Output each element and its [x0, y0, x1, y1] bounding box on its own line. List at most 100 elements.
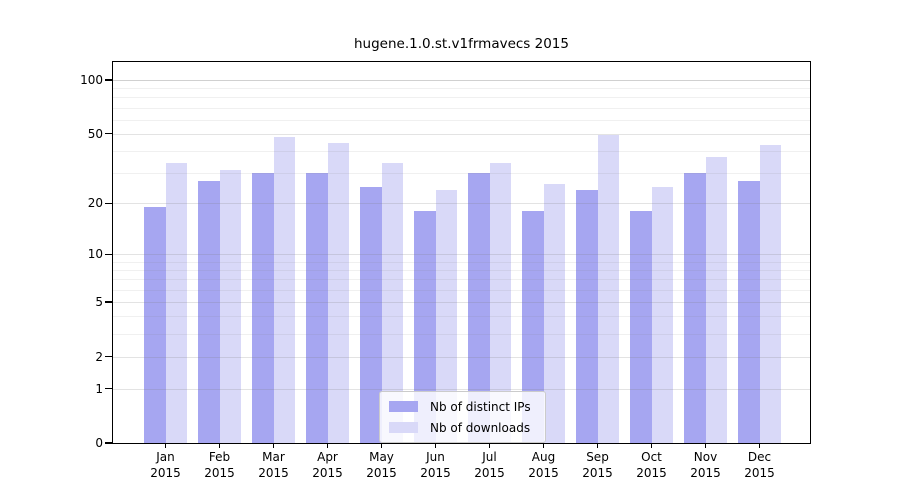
x-tick-label-jun: Jun 2015: [404, 450, 468, 481]
bar-downloads-may: [381, 163, 403, 443]
x-label-month: Jan: [156, 450, 175, 464]
x-label-year: 2015: [582, 465, 613, 480]
x-tick-jul: [488, 443, 491, 448]
bar-downloads-dec: [759, 145, 781, 443]
gridline-40: [113, 150, 810, 152]
y-tick-label-100: 100: [80, 72, 103, 87]
x-tick-label-may: May 2015: [350, 450, 414, 481]
y-tick-2: [105, 355, 112, 358]
x-tick-apr: [326, 443, 329, 448]
x-label-year: 2015: [474, 465, 505, 480]
bar-ips-jun: [414, 211, 436, 443]
bar-downloads-mar: [273, 136, 295, 443]
x-tick-label-mar: Mar 2015: [242, 450, 306, 481]
bar-downloads-feb: [219, 170, 241, 443]
x-tick-label-jan: Jan 2015: [134, 450, 198, 481]
x-tick-label-nov: Nov 2015: [674, 450, 738, 481]
x-tick-jan: [164, 443, 167, 448]
bar-ips-oct: [630, 211, 652, 443]
bar-ips-dec: [738, 180, 760, 443]
y-tick-label-10: 10: [87, 247, 103, 262]
x-label-month: Jun: [426, 450, 445, 464]
bar-ips-jan: [144, 207, 166, 443]
x-tick-dec: [758, 443, 761, 448]
legend-swatch-downloads: [389, 422, 418, 433]
gridline-100: [113, 79, 810, 81]
y-tick-10: [105, 253, 112, 255]
x-tick-label-apr: Apr 2015: [296, 450, 360, 481]
x-label-month: Aug: [531, 450, 556, 464]
x-tick-label-feb: Feb 2015: [188, 450, 252, 481]
x-label-month: Nov: [693, 450, 718, 464]
y-tick-label-20: 20: [87, 196, 103, 211]
bar-ips-apr: [306, 172, 328, 443]
bar-downloads-oct: [651, 186, 673, 443]
x-label-month: Mar: [262, 450, 285, 464]
legend-label-downloads: Nb of downloads: [430, 420, 531, 435]
x-label-year: 2015: [528, 465, 559, 480]
legend-item-distinct-ips: Nb of distinct IPs: [389, 398, 531, 415]
y-tick-100: [105, 79, 112, 81]
y-tick-0: [105, 442, 112, 444]
x-tick-label-sep: Sep 2015: [566, 450, 630, 481]
bar-ips-jul: [468, 172, 490, 443]
x-tick-oct: [650, 443, 653, 448]
bar-downloads-jun: [435, 189, 457, 443]
x-label-year: 2015: [204, 465, 235, 480]
x-label-year: 2015: [366, 465, 397, 480]
gridline-60: [113, 119, 810, 121]
bar-downloads-apr: [327, 143, 349, 443]
bar-ips-may: [360, 186, 382, 443]
y-tick-label-1: 1: [95, 381, 103, 396]
x-tick-label-aug: Aug 2015: [512, 450, 576, 481]
legend-label-distinct-ips: Nb of distinct IPs: [430, 399, 531, 414]
x-tick-label-oct: Oct 2015: [620, 450, 684, 481]
x-tick-label-jul: Jul 2015: [458, 450, 522, 481]
x-tick-may: [380, 443, 383, 448]
x-tick-aug: [542, 443, 545, 448]
bar-ips-feb: [198, 180, 220, 443]
y-tick-20: [105, 202, 112, 205]
legend-item-downloads: Nb of downloads: [389, 419, 531, 436]
y-tick-1: [105, 387, 112, 390]
x-label-month: Jul: [482, 450, 497, 464]
x-tick-nov: [704, 443, 707, 448]
gridline-50: [113, 133, 810, 135]
y-tick-5: [105, 301, 112, 303]
bar-downloads-nov: [705, 156, 727, 443]
legend: Nb of distinct IPs Nb of downloads: [379, 391, 546, 443]
y-tick-50: [105, 132, 112, 135]
x-label-year: 2015: [636, 465, 667, 480]
legend-swatch-distinct-ips: [389, 401, 418, 412]
gridline-70: [113, 107, 810, 109]
chart-title: hugene.1.0.st.v1frmavecs 2015: [354, 36, 569, 52]
bar-ips-nov: [684, 172, 706, 443]
gridline-90: [113, 88, 810, 89]
bar-downloads-aug: [543, 183, 565, 443]
bar-ips-mar: [252, 172, 274, 443]
x-label-year: 2015: [258, 465, 289, 480]
x-label-year: 2015: [312, 465, 343, 480]
plot-area: [112, 61, 811, 444]
x-tick-jun: [434, 443, 437, 448]
x-tick-sep: [596, 443, 599, 448]
bar-downloads-jan: [165, 163, 187, 443]
y-tick-label-50: 50: [87, 126, 103, 141]
x-label-year: 2015: [690, 465, 721, 480]
x-label-month: May: [369, 450, 394, 464]
gridline-80: [113, 97, 810, 99]
x-label-month: Sep: [586, 450, 609, 464]
x-label-year: 2015: [744, 465, 775, 480]
bar-ips-sep: [576, 189, 598, 443]
x-tick-feb: [218, 443, 221, 448]
x-label-year: 2015: [420, 465, 451, 480]
x-label-month: Dec: [747, 450, 772, 464]
x-label-year: 2015: [150, 465, 181, 480]
x-tick-label-dec: Dec 2015: [728, 450, 792, 481]
x-label-month: Oct: [641, 450, 662, 464]
y-tick-label-5: 5: [95, 295, 103, 309]
bar-downloads-sep: [597, 135, 619, 443]
y-tick-label-2: 2: [95, 349, 103, 364]
bar-downloads-jul: [489, 163, 511, 443]
